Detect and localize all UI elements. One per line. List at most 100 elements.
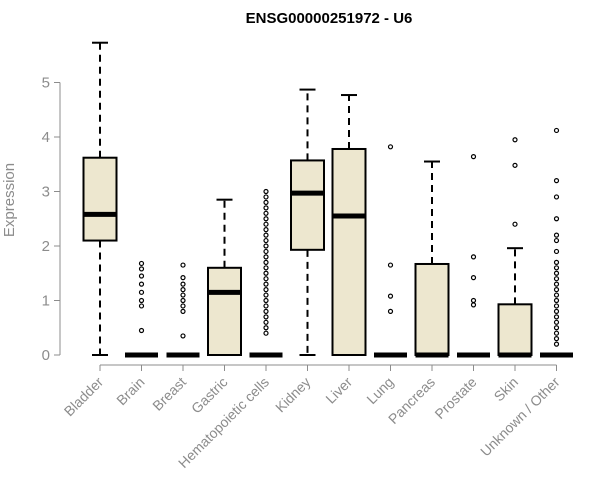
outlier-point [263, 199, 269, 205]
box-liver [331, 94, 367, 356]
box-prostate [457, 154, 490, 358]
box-breast [166, 262, 200, 358]
outlier-point [263, 237, 269, 244]
y-axis: 0 1 2 3 4 5 [42, 75, 61, 364]
chart-title: ENSG00000251972 - U6 [246, 10, 413, 27]
box-body [331, 147, 367, 356]
x-tick-label: Bladder [61, 374, 107, 420]
outlier-point [138, 327, 145, 334]
y-tick-label: 1 [42, 293, 50, 310]
outlier-point [263, 259, 269, 265]
outlier-point [180, 333, 186, 339]
outlier-point [263, 248, 269, 255]
outlier-point [263, 287, 269, 293]
outlier-point [263, 194, 269, 200]
outlier-point [512, 162, 518, 168]
box-gastric [207, 198, 242, 356]
box-skin [497, 137, 533, 358]
outlier-point [263, 308, 269, 314]
outlier-point [553, 265, 560, 271]
outlier-point [553, 281, 560, 287]
x-tick-label: Breast [149, 374, 189, 414]
plot-area [82, 41, 573, 358]
outlier-point [138, 297, 145, 304]
outlier-point [263, 243, 269, 249]
outlier-point [263, 254, 269, 260]
box-body [414, 262, 450, 356]
box-kidney [290, 88, 325, 356]
outlier-point [263, 216, 269, 222]
y-tick-label: 3 [42, 184, 50, 201]
outlier-point [512, 137, 518, 143]
x-tick-label: Prostate [431, 374, 479, 422]
outlier-point [180, 262, 186, 268]
outlier-point [553, 297, 560, 304]
y-tick-label: 2 [42, 238, 50, 255]
outlier-point [263, 276, 269, 282]
outlier-point [180, 303, 186, 309]
outlier-point [263, 210, 269, 216]
outlier-point [470, 275, 477, 281]
outlier-point [387, 293, 394, 299]
outlier-point [263, 265, 269, 271]
box-body [497, 303, 533, 357]
x-tick-label: Lung [363, 374, 396, 407]
outlier-point [263, 205, 269, 211]
outlier-point [553, 127, 560, 134]
outlier-point [263, 314, 269, 320]
x-tick-label: Liver [322, 374, 355, 407]
outlier-point [138, 281, 145, 287]
outlier-point [263, 319, 269, 325]
outlier-point [553, 325, 560, 331]
outlier-point [553, 287, 560, 293]
x-tick-label: Brain [113, 374, 147, 408]
outlier-point [553, 237, 560, 244]
outlier-point [553, 341, 560, 347]
outlier-point [180, 281, 186, 287]
outlier-point [553, 292, 560, 298]
box-bladder [82, 41, 118, 356]
outlier-point [512, 221, 518, 227]
outlier-point [263, 188, 269, 195]
outlier-point [553, 336, 560, 342]
outlier-point [553, 259, 560, 265]
outlier-point [138, 266, 145, 272]
outlier-point [263, 270, 269, 276]
outlier-point [387, 144, 394, 150]
box-hematopoietic-cells [249, 188, 283, 358]
outlier-point [263, 297, 269, 304]
outlier-point [263, 227, 269, 233]
outlier-point [263, 281, 269, 287]
outlier-point [553, 270, 560, 276]
box-brain [125, 260, 158, 358]
y-tick-label: 5 [42, 75, 50, 92]
outlier-point [553, 330, 560, 336]
outlier-point [180, 297, 186, 304]
outlier-point [553, 178, 560, 184]
outlier-point [263, 330, 269, 336]
outlier-point [138, 289, 145, 295]
x-tick-label: Skin [491, 374, 522, 405]
outlier-point [553, 194, 560, 200]
outlier-point [470, 154, 477, 160]
x-tick-label: Unknown / Other [477, 374, 563, 460]
outlier-point [263, 221, 269, 227]
outlier-point [263, 232, 269, 238]
outlier-point [263, 292, 269, 298]
outlier-point [553, 314, 560, 320]
outlier-point [470, 254, 477, 260]
outlier-point [553, 276, 560, 282]
box-unknown-other [540, 127, 573, 358]
outlier-point [553, 319, 560, 325]
outlier-point [553, 232, 560, 238]
outlier-point [180, 292, 186, 298]
box-body [207, 266, 242, 356]
y-tick-label: 4 [42, 129, 50, 146]
outlier-point [553, 216, 560, 222]
outlier-point [138, 303, 145, 309]
outlier-point [553, 303, 560, 309]
outlier-point [553, 248, 560, 255]
outlier-point [470, 302, 477, 308]
